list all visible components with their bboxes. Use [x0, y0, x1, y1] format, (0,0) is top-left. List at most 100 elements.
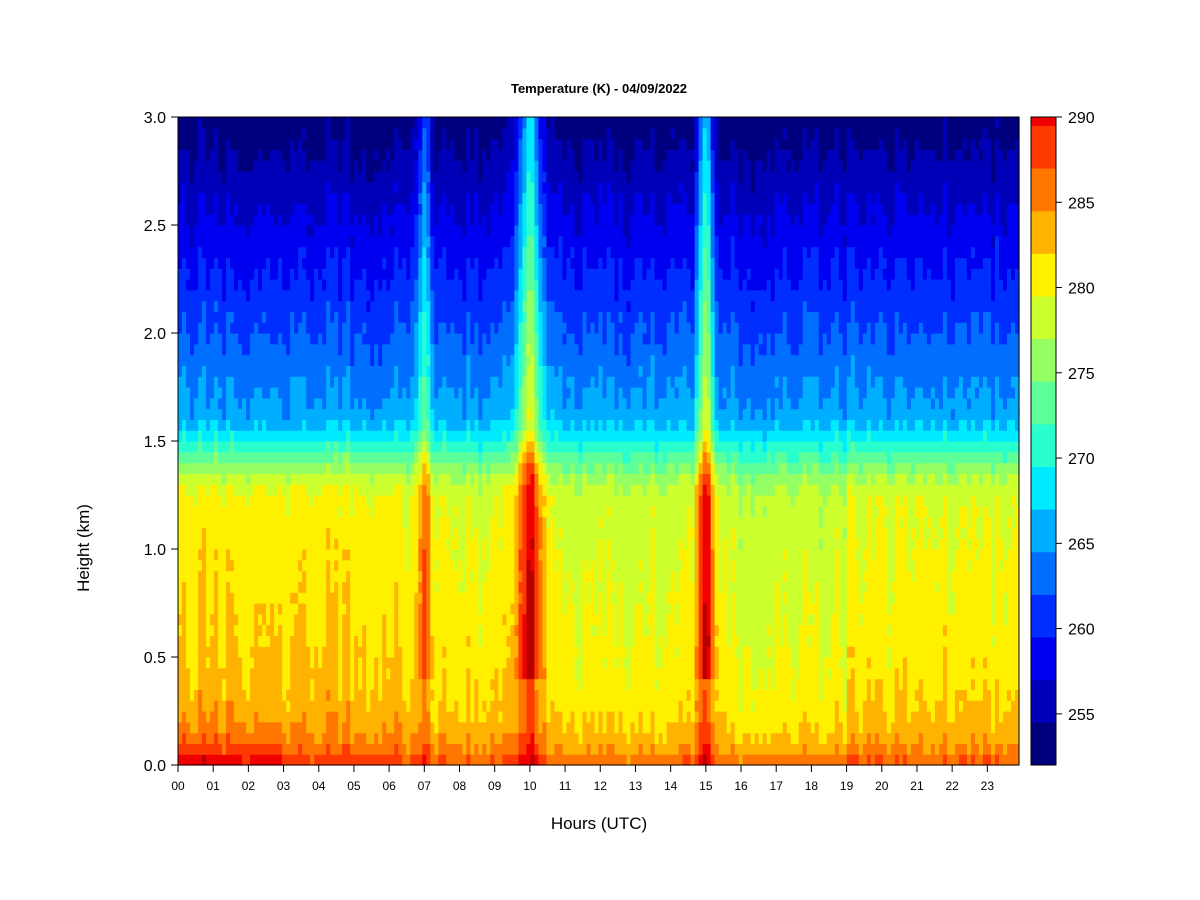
heatmap-cell [298, 235, 303, 248]
heatmap-cell [206, 646, 211, 658]
heatmap-cell [214, 441, 219, 453]
heatmap-cell [410, 268, 415, 280]
heatmap-cell [302, 473, 307, 485]
heatmap-cell [474, 603, 479, 615]
heatmap-cell [410, 570, 415, 582]
heatmap-cell [326, 451, 331, 464]
heatmap-cell [398, 225, 403, 237]
heatmap-cell [366, 678, 371, 690]
heatmap-cell [194, 462, 199, 474]
heatmap-cell [310, 117, 315, 129]
heatmap-cell [266, 192, 271, 204]
heatmap-cell [362, 203, 367, 215]
heatmap-cell [182, 160, 187, 172]
heatmap-cell [310, 635, 315, 647]
heatmap-cell [458, 484, 463, 496]
heatmap-cell [234, 127, 239, 140]
heatmap-cell [442, 516, 447, 528]
heatmap-cell [330, 559, 335, 572]
heatmap-cell [310, 289, 315, 302]
heatmap-cell [314, 538, 319, 550]
heatmap-cell [334, 235, 339, 248]
heatmap-cell [190, 538, 195, 550]
heatmap-cell [394, 203, 399, 215]
heatmap-cell [290, 700, 295, 712]
heatmap-cell [294, 711, 299, 723]
heatmap-cell [430, 117, 435, 129]
heatmap-cell [198, 387, 203, 399]
heatmap-cell [198, 462, 203, 474]
heatmap-cell [334, 203, 339, 215]
heatmap-cell [342, 538, 347, 550]
heatmap-cell [346, 527, 351, 539]
heatmap-cell [270, 235, 275, 248]
heatmap-cell [462, 365, 467, 377]
heatmap-cell [302, 495, 307, 507]
heatmap-cell [390, 581, 395, 593]
heatmap-cell [274, 516, 279, 528]
heatmap-cell [474, 667, 479, 680]
heatmap-cell [386, 430, 391, 442]
heatmap-cell [314, 495, 319, 507]
heatmap-cell [290, 127, 295, 140]
heatmap-cell [446, 570, 451, 582]
heatmap-cell [422, 754, 427, 766]
heatmap-cell [274, 376, 279, 388]
heatmap-cell [434, 527, 439, 539]
heatmap-cell [406, 603, 411, 615]
heatmap-cell [326, 343, 331, 356]
heatmap-cell [310, 689, 315, 701]
heatmap-cell [282, 419, 287, 431]
heatmap-cell [426, 181, 431, 194]
heatmap-cell [414, 603, 419, 615]
heatmap-cell [290, 667, 295, 680]
heatmap-cell [482, 365, 487, 377]
heatmap-cell [398, 570, 403, 582]
heatmap-cell [446, 300, 451, 312]
heatmap-cell [422, 419, 427, 431]
heatmap-cell [454, 657, 459, 669]
heatmap-cell [254, 300, 259, 312]
heatmap-cell [274, 646, 279, 658]
heatmap-cell [478, 311, 483, 323]
heatmap-cell [282, 657, 287, 669]
heatmap-cell [190, 754, 195, 766]
heatmap-cell [410, 354, 415, 366]
heatmap-cell [326, 689, 331, 701]
heatmap-cell [458, 721, 463, 734]
heatmap-cell [286, 300, 291, 312]
heatmap-cell [382, 117, 387, 129]
heatmap-cell [238, 646, 243, 658]
heatmap-cell [462, 441, 467, 453]
heatmap-cell [442, 538, 447, 550]
heatmap-cell [182, 181, 187, 194]
heatmap-cell [490, 235, 495, 248]
heatmap-cell [478, 376, 483, 388]
heatmap-cell [458, 451, 463, 464]
heatmap-cell [326, 495, 331, 507]
heatmap-cell [470, 192, 475, 204]
heatmap-cell [266, 592, 271, 604]
heatmap-cell [222, 678, 227, 690]
heatmap-cell [422, 149, 427, 161]
heatmap-cell [262, 549, 267, 561]
heatmap-cell [354, 171, 359, 183]
heatmap-cell [434, 635, 439, 647]
heatmap-cell [374, 279, 379, 291]
heatmap-cell [314, 214, 319, 226]
heatmap-cell [402, 214, 407, 226]
heatmap-cell [274, 700, 279, 712]
heatmap-cell [318, 613, 323, 626]
heatmap-cell [342, 732, 347, 744]
heatmap-cell [182, 246, 187, 258]
heatmap-cell [334, 484, 339, 496]
heatmap-cell [270, 559, 275, 572]
heatmap-cell [266, 311, 271, 323]
heatmap-cell [390, 462, 395, 474]
heatmap-cell [358, 171, 363, 183]
heatmap-cell [378, 721, 383, 734]
heatmap-cell [262, 430, 267, 442]
heatmap-cell [406, 516, 411, 528]
heatmap-cell [470, 203, 475, 215]
heatmap-cell [382, 451, 387, 464]
